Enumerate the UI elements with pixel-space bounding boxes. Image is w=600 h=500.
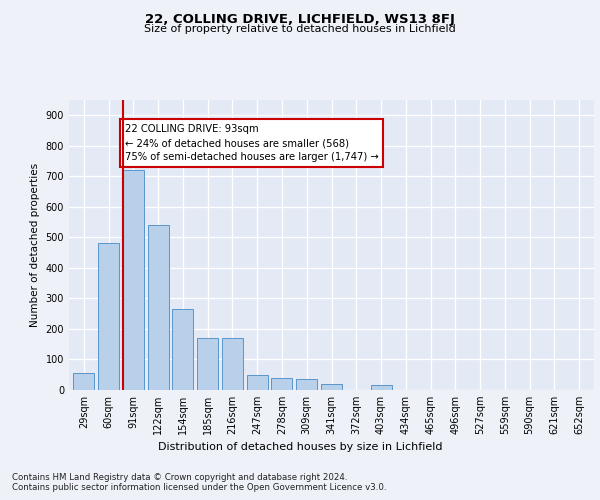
Bar (296, 380, 317, 390)
Text: Contains public sector information licensed under the Open Government Licence v3: Contains public sector information licen… (12, 484, 386, 492)
Text: 22, COLLING DRIVE, LICHFIELD, WS13 8FJ: 22, COLLING DRIVE, LICHFIELD, WS13 8FJ (145, 12, 455, 26)
Text: 22 COLLING DRIVE: 93sqm
← 24% of detached houses are smaller (568)
75% of semi-d: 22 COLLING DRIVE: 93sqm ← 24% of detache… (125, 124, 379, 162)
Bar (172, 309, 193, 390)
Bar (321, 384, 342, 390)
Y-axis label: Number of detached properties: Number of detached properties (30, 163, 40, 327)
Bar (148, 225, 169, 390)
Bar (222, 338, 243, 390)
Bar (197, 338, 218, 390)
Bar (73, 373, 94, 390)
Text: Size of property relative to detached houses in Lichfield: Size of property relative to detached ho… (144, 24, 456, 34)
Bar (371, 386, 392, 390)
Bar (123, 170, 144, 390)
Bar (271, 378, 292, 390)
Bar (98, 244, 119, 390)
Bar (247, 376, 268, 390)
Text: Distribution of detached houses by size in Lichfield: Distribution of detached houses by size … (158, 442, 442, 452)
Text: Contains HM Land Registry data © Crown copyright and database right 2024.: Contains HM Land Registry data © Crown c… (12, 472, 347, 482)
